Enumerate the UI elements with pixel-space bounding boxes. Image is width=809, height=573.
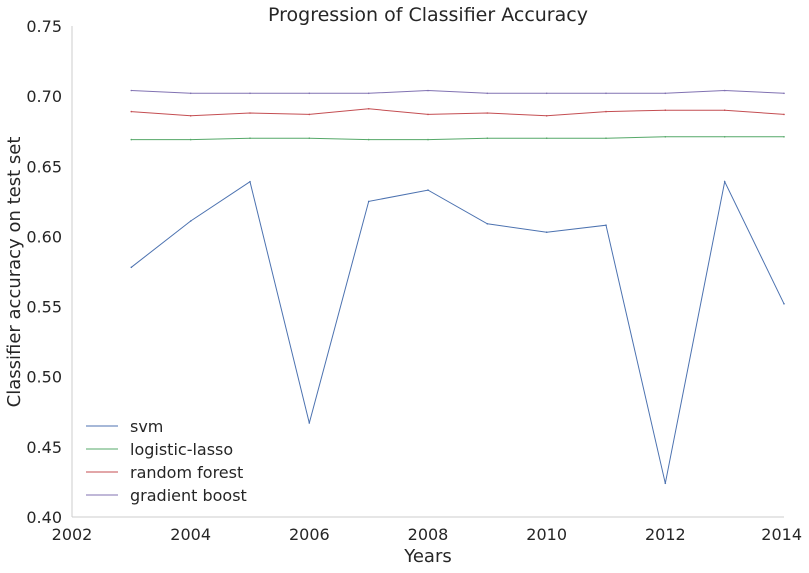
data-point-logistic-lasso (130, 138, 133, 141)
data-point-random-forest (605, 110, 607, 113)
data-point-svm (249, 180, 251, 183)
series-line-logistic-lasso (131, 136, 784, 141)
data-point-logistic-lasso (308, 137, 311, 139)
x-tick-label: 2012 (645, 525, 686, 544)
data-point-random-forest (189, 115, 192, 117)
data-point-svm (308, 422, 311, 424)
data-point-random-forest (783, 113, 785, 116)
data-point-svm (367, 200, 370, 203)
data-point-random-forest (308, 113, 311, 116)
data-point-logistic-lasso (367, 138, 370, 141)
chart-title: Progression of Classifier Accuracy (268, 4, 588, 26)
data-point-logistic-lasso (605, 137, 607, 139)
data-point-gradient-boost (723, 89, 726, 92)
data-point-svm (605, 224, 607, 226)
data-point-gradient-boost (545, 92, 548, 95)
data-point-gradient-boost (189, 92, 192, 95)
y-tick-label: 0.55 (26, 298, 62, 317)
legend-label: random forest (130, 463, 243, 482)
x-tick-labels: 2002 2004 2006 2008 2010 2012 2014 (52, 525, 802, 544)
x-tick-label: 2004 (170, 525, 211, 544)
data-point-gradient-boost (783, 92, 785, 95)
data-point-gradient-boost (308, 92, 311, 95)
x-tick-label: 2008 (408, 525, 449, 544)
series-lines (130, 89, 785, 485)
legend-label: svm (130, 417, 163, 436)
legend: svm logistic-lasso random forest gradient b… (86, 417, 247, 505)
data-point-svm (723, 180, 726, 183)
data-point-gradient-boost (486, 92, 489, 95)
y-tick-label: 0.60 (26, 227, 62, 246)
series-line-random-forest (131, 108, 785, 117)
data-point-svm (130, 266, 133, 269)
data-point-gradient-boost (367, 92, 370, 95)
data-point-logistic-lasso (249, 137, 251, 139)
data-point-random-forest (130, 110, 133, 113)
data-point-random-forest (427, 113, 429, 116)
data-point-gradient-boost (249, 92, 251, 95)
data-point-svm (427, 189, 429, 191)
data-point-svm (545, 231, 548, 233)
data-point-logistic-lasso (427, 138, 429, 141)
data-point-svm (486, 223, 489, 225)
data-point-svm (783, 303, 785, 305)
y-axis-title: Classifier accuracy on test set (4, 137, 25, 408)
x-tick-label: 2014 (761, 525, 802, 544)
data-point-svm (664, 482, 667, 485)
y-tick-label: 0.65 (26, 157, 62, 176)
data-point-random-forest (486, 112, 489, 114)
series-line-svm (130, 180, 785, 484)
y-tick-label: 0.75 (26, 17, 62, 36)
y-tick-label: 0.40 (26, 508, 62, 527)
data-point-svm (189, 220, 192, 222)
data-point-gradient-boost (130, 89, 133, 92)
x-tick-label: 2002 (52, 525, 93, 544)
data-point-random-forest (664, 109, 667, 111)
data-point-gradient-boost (605, 92, 607, 95)
y-tick-label: 0.70 (26, 87, 62, 106)
data-point-logistic-lasso (486, 137, 489, 139)
data-point-logistic-lasso (189, 138, 192, 141)
data-point-random-forest (545, 115, 548, 117)
series-line-gradient-boost (131, 89, 785, 94)
data-point-gradient-boost (427, 89, 429, 92)
data-point-logistic-lasso (545, 137, 548, 139)
data-point-logistic-lasso (723, 136, 726, 138)
data-point-logistic-lasso (783, 136, 785, 138)
data-point-logistic-lasso (664, 136, 667, 138)
legend-label: logistic-lasso (130, 440, 233, 459)
x-axis-title: Years (403, 546, 452, 567)
data-point-random-forest (723, 109, 726, 111)
x-tick-label: 2006 (289, 525, 330, 544)
x-tick-label: 2010 (526, 525, 567, 544)
y-tick-labels: 0.40 0.45 0.50 0.55 0.60 0.65 0.70 0.75 (26, 17, 62, 527)
legend-label: gradient boost (130, 486, 247, 505)
y-tick-label: 0.45 (26, 438, 62, 457)
y-tick-label: 0.50 (26, 368, 62, 387)
data-point-random-forest (249, 112, 251, 114)
data-point-gradient-boost (664, 92, 667, 95)
data-point-random-forest (367, 108, 370, 110)
